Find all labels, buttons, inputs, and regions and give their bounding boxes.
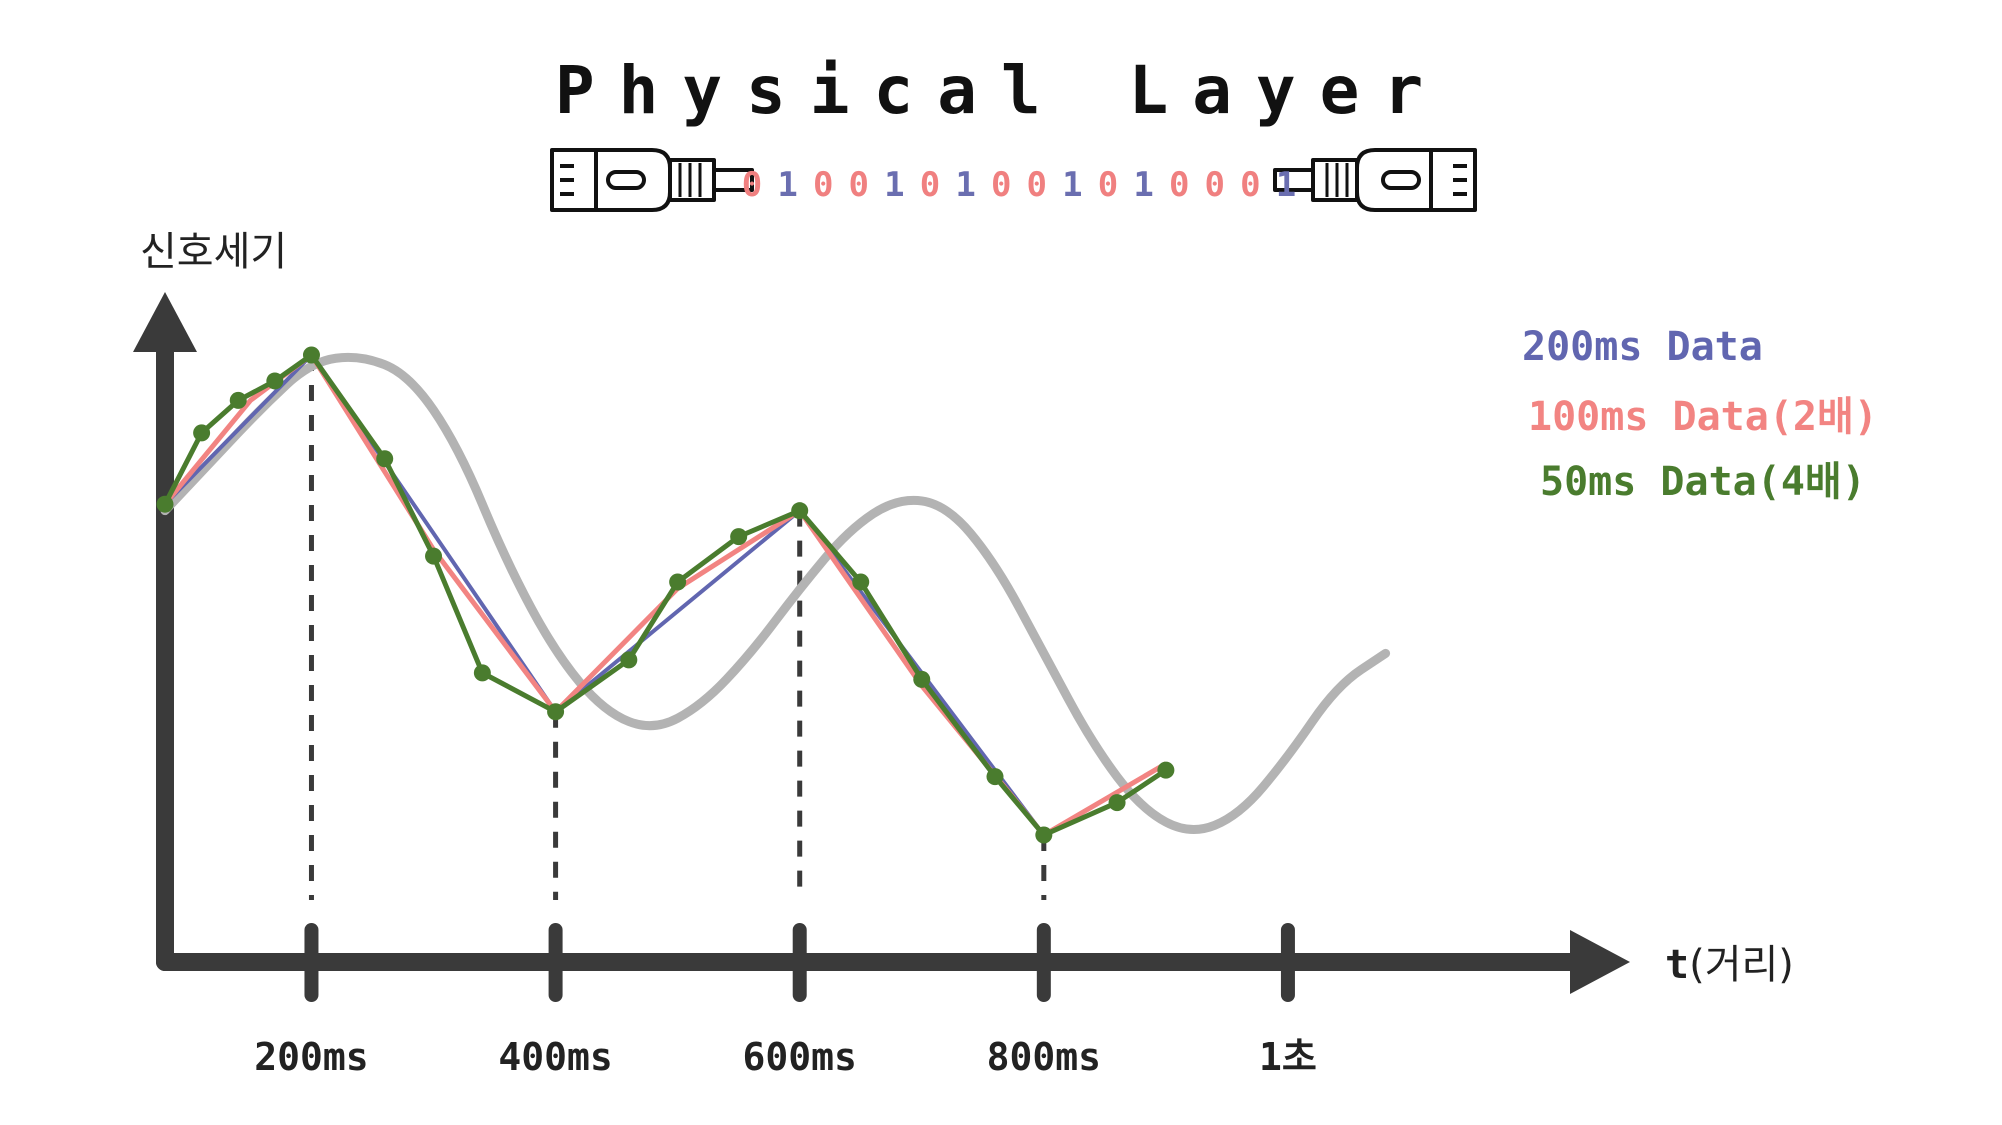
y-axis-arrow bbox=[133, 292, 197, 352]
bit-digit: 1 bbox=[955, 165, 975, 205]
reference-curve-path bbox=[160, 352, 1391, 834]
data-point bbox=[473, 664, 491, 682]
reference-signal-curve bbox=[160, 352, 1391, 834]
x-tick-label: 200ms bbox=[254, 1035, 368, 1079]
series-200ms bbox=[163, 353, 1046, 837]
data-point bbox=[791, 502, 809, 520]
bit-digit: 1 bbox=[1276, 165, 1296, 205]
data-point bbox=[913, 670, 931, 688]
axis-labels: 신호세기 t(거리) bbox=[140, 229, 1794, 988]
data-point bbox=[669, 573, 687, 591]
legend-entry: 200ms Data bbox=[1522, 324, 1763, 370]
bit-digit: 0 bbox=[1098, 165, 1118, 205]
x-tick-label: 400ms bbox=[498, 1035, 612, 1079]
ethernet-connector-icon bbox=[550, 148, 754, 212]
bit-digit: 0 bbox=[1205, 165, 1225, 205]
bit-digit: 0 bbox=[1169, 165, 1189, 205]
data-point bbox=[266, 372, 284, 390]
x-axis-label: t(거리) bbox=[1665, 942, 1794, 988]
x-tick-label: 800ms bbox=[987, 1035, 1101, 1079]
diagram-title: Physical Layer bbox=[554, 52, 1448, 129]
dashed-sample-guides bbox=[308, 355, 1047, 900]
x-axis-label-unit: (거리) bbox=[1689, 942, 1794, 988]
series-50ms bbox=[156, 346, 1175, 844]
data-point bbox=[1157, 761, 1175, 779]
bit-digit: 0 bbox=[1240, 165, 1260, 205]
bit-digit: 0 bbox=[991, 165, 1011, 205]
bit-digit: 0 bbox=[920, 165, 940, 205]
bit-digit: 1 bbox=[777, 165, 797, 205]
data-point bbox=[1035, 826, 1053, 844]
data-point bbox=[193, 424, 211, 442]
x-axis-label-symbol: t bbox=[1665, 942, 1689, 988]
data-point bbox=[730, 528, 748, 546]
x-tick-label: 1초 bbox=[1259, 1035, 1317, 1079]
data-point bbox=[156, 495, 174, 513]
bit-digit: 0 bbox=[1027, 165, 1047, 205]
data-point bbox=[620, 651, 638, 669]
series-line bbox=[163, 353, 1046, 837]
bit-digit: 1 bbox=[1062, 165, 1082, 205]
x-axis-arrow bbox=[1570, 930, 1630, 994]
bit-digit: 0 bbox=[849, 165, 869, 205]
data-point bbox=[376, 450, 394, 468]
data-point bbox=[547, 703, 565, 721]
bit-digit: 0 bbox=[742, 165, 762, 205]
bit-digit: 1 bbox=[884, 165, 904, 205]
y-axis-label: 신호세기 bbox=[140, 229, 287, 275]
data-point bbox=[425, 547, 443, 565]
data-point bbox=[229, 391, 247, 409]
ethernet-connector-icon bbox=[1273, 148, 1477, 212]
series-layer bbox=[156, 346, 1175, 844]
x-axis-ticks: 200ms 400ms 600ms 800ms 1초 bbox=[254, 923, 1317, 1079]
bit-digit: 1 bbox=[1133, 165, 1153, 205]
legend-entry: 50ms Data(4배) bbox=[1540, 459, 1866, 505]
data-point bbox=[1108, 794, 1126, 812]
legend: 200ms Data 100ms Data(2배) 50ms Data(4배) bbox=[1522, 324, 1878, 505]
chart-axes bbox=[133, 292, 1630, 994]
data-point bbox=[302, 346, 320, 364]
x-tick-label: 600ms bbox=[743, 1035, 857, 1079]
data-point bbox=[852, 573, 870, 591]
data-point bbox=[986, 768, 1004, 786]
bit-digit: 0 bbox=[813, 165, 833, 205]
legend-entry: 100ms Data(2배) bbox=[1528, 394, 1878, 440]
